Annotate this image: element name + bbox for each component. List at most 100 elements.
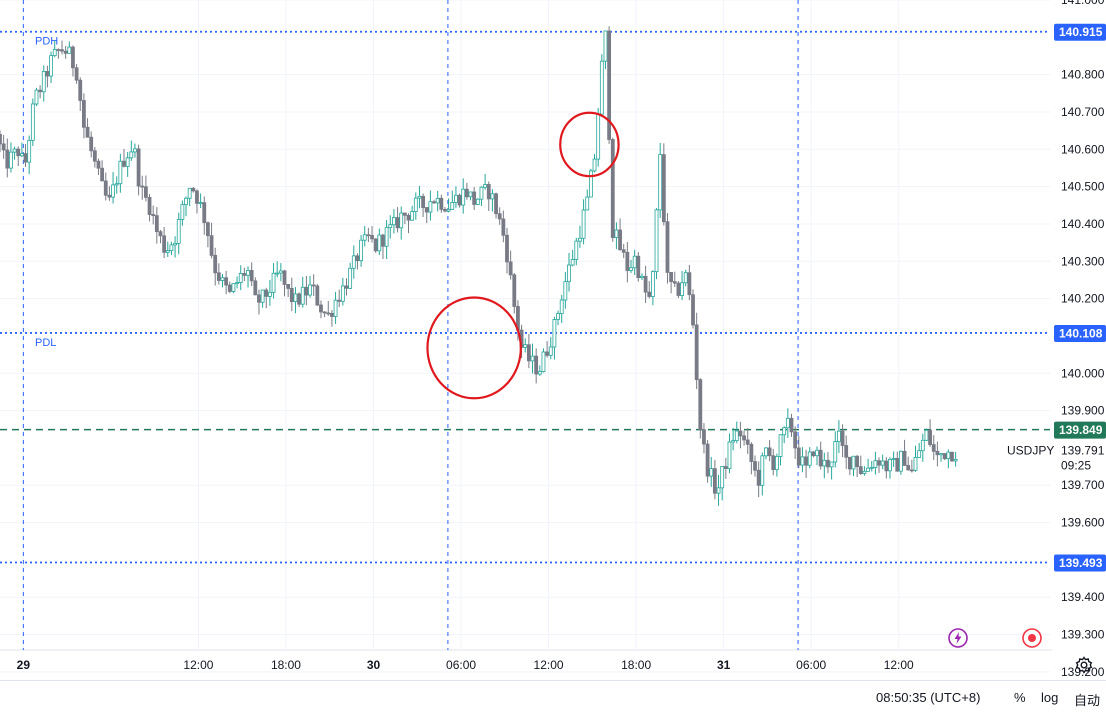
candle-up (12, 148, 17, 153)
candle-down (753, 461, 757, 471)
annotation-ellipse[interactable] (426, 296, 522, 400)
percent-scale-toggle[interactable]: % (1014, 690, 1026, 705)
candle-down (16, 148, 21, 157)
candle-up (709, 468, 714, 477)
candle-down (0, 133, 2, 145)
candle-down (206, 222, 210, 237)
candle-up (187, 187, 192, 199)
candle-down (242, 273, 247, 276)
candle-up (873, 460, 878, 468)
grid-layer (0, 0, 1106, 673)
candle-up (716, 487, 721, 494)
candle-down (366, 234, 371, 237)
last-price-label: 139.791 (1061, 443, 1105, 457)
candle-up (388, 224, 393, 229)
candle-up (410, 211, 415, 221)
candle-up (632, 255, 637, 269)
candle-up (869, 466, 874, 469)
price-level-badge-text: 140.915 (1059, 25, 1103, 39)
candle-up (599, 60, 604, 115)
candle-down (723, 466, 728, 470)
candle-up (888, 459, 892, 472)
candle-down (636, 255, 641, 278)
candle-up (567, 264, 571, 283)
candle-down (289, 288, 294, 303)
time-tick-label: 12:00 (183, 658, 213, 672)
candle-up (49, 55, 53, 77)
candle-down (406, 214, 411, 221)
candle-down (78, 79, 83, 101)
candle-up (866, 467, 870, 472)
candle-down (439, 197, 444, 210)
candle-up (592, 158, 597, 172)
candle-down (950, 451, 954, 462)
candle-up (275, 272, 280, 275)
candle-down (421, 195, 426, 208)
log-scale-toggle[interactable]: log (1041, 690, 1059, 705)
candle-up (413, 197, 418, 212)
candle-up (392, 217, 396, 226)
candle-down (209, 235, 214, 256)
candle-down (81, 100, 86, 128)
annotation-ellipse[interactable] (559, 111, 620, 178)
candle-up (308, 284, 312, 296)
candle-up (293, 293, 298, 303)
candle-down (472, 191, 477, 205)
clock-display[interactable]: 08:50:35 (UTC+8) (876, 690, 981, 705)
candle-down (669, 272, 674, 283)
lightning-alert-icon[interactable] (947, 627, 969, 649)
gear-icon[interactable] (1074, 655, 1094, 675)
candle-up (862, 470, 867, 474)
candle-up (125, 157, 130, 167)
candle-down (793, 431, 798, 449)
candle-down (847, 456, 852, 470)
candle-down (742, 435, 746, 441)
candle-up (774, 456, 779, 470)
candle-up (683, 272, 688, 284)
candle-down (147, 196, 152, 215)
candle-up (953, 458, 958, 462)
candle-down (89, 136, 94, 152)
candle-down (687, 272, 692, 296)
candle-up (231, 283, 236, 292)
candles-layer (0, 26, 958, 506)
candle-up (351, 255, 356, 269)
candle-up (52, 49, 57, 57)
price-tick-label: 140.400 (1061, 217, 1105, 231)
candle-down (100, 167, 105, 182)
candle-up (552, 319, 557, 348)
price-level-badge (1054, 23, 1106, 41)
candle-down (370, 235, 374, 240)
time-tick-label: 29 (17, 658, 31, 672)
auto-scale-toggle[interactable]: 自动 (1074, 693, 1101, 708)
candle-up (782, 427, 787, 436)
candle-up (807, 451, 812, 466)
bar-countdown-label: 09:25 (1061, 458, 1091, 472)
candle-up (640, 275, 644, 278)
candlestick-chart[interactable]: PDH PDL 141.000 140.800 140.700 140.600 140.5… (0, 0, 1106, 680)
candle-down (844, 445, 849, 458)
candle-down (647, 291, 652, 297)
candle-down (643, 275, 648, 293)
candle-up (785, 417, 790, 429)
candle-up (450, 202, 455, 210)
candle-up (260, 289, 265, 303)
candle-up (479, 186, 484, 200)
candle-up (833, 441, 838, 463)
candle-up (271, 272, 276, 293)
candle-down (501, 218, 506, 236)
candle-up (880, 460, 885, 466)
candle-up (362, 234, 367, 241)
record-icon[interactable] (1021, 627, 1043, 649)
candle-up (468, 191, 473, 198)
candle-down (818, 449, 823, 467)
candle-up (238, 273, 243, 283)
candle-down (38, 89, 43, 93)
candle-down (424, 207, 429, 213)
candle-down (486, 184, 491, 200)
candle-up (111, 184, 115, 198)
time-tick-label: 18:00 (621, 658, 651, 672)
candle-up (815, 449, 819, 457)
price-tick-label: 139.300 (1061, 628, 1105, 642)
